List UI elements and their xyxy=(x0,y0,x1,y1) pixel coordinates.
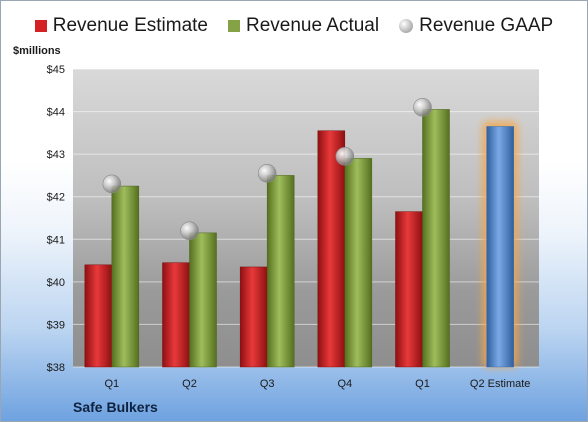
estimate-bar xyxy=(239,266,268,368)
estimate-bar xyxy=(162,262,190,368)
gaap-marker xyxy=(413,98,432,117)
legend-item-estimate: Revenue Estimate xyxy=(34,15,208,37)
y-tick-label: $42 xyxy=(47,192,65,204)
gaap-marker xyxy=(102,174,122,194)
y-tick-label: $44 xyxy=(47,107,65,119)
x-tick-label: Q3 xyxy=(260,378,275,390)
actual-bar xyxy=(422,109,450,368)
y-tick-label: $43 xyxy=(47,149,65,161)
x-tick-label: Q1 xyxy=(104,378,119,390)
gaap-marker xyxy=(257,164,277,183)
actual-bar xyxy=(266,175,295,368)
legend-label-estimate: Revenue Estimate xyxy=(52,15,208,36)
actual-bar xyxy=(111,185,140,368)
actual-bar xyxy=(344,158,373,368)
x-tick-label: Q2 xyxy=(182,378,197,390)
y-tick-label: $38 xyxy=(47,362,65,374)
estimate-bar xyxy=(84,264,113,368)
x-tick-label: Q4 xyxy=(337,378,352,390)
legend-label-gaap: Revenue GAAP xyxy=(419,15,554,36)
x-tick-label: Q2 Estimate xyxy=(470,378,531,390)
actual-bar xyxy=(189,232,217,368)
estimate-bar xyxy=(395,211,423,368)
y-axis-unit-label: $millions xyxy=(13,45,61,57)
x-tick-label: Q1 xyxy=(415,378,430,390)
legend-item-actual: Revenue Actual xyxy=(228,15,379,37)
plot-area xyxy=(73,69,539,367)
y-tick-label: $41 xyxy=(47,234,65,246)
legend-item-gaap: Revenue GAAP xyxy=(399,15,553,37)
projected-estimate-bar xyxy=(486,126,514,368)
y-tick-label: $40 xyxy=(47,277,65,289)
gaap-swatch-icon xyxy=(399,19,414,33)
estimate-swatch-icon xyxy=(34,20,47,32)
actual-swatch-icon xyxy=(228,20,240,32)
legend-label-actual: Revenue Actual xyxy=(246,15,380,36)
company-name: Safe Bulkers xyxy=(73,399,158,415)
estimate-bar xyxy=(317,130,346,368)
y-tick-label: $45 xyxy=(47,64,65,76)
legend: Revenue Estimate Revenue Actual Revenue … xyxy=(1,15,587,37)
gaap-marker xyxy=(180,221,199,241)
gaap-marker xyxy=(335,146,355,166)
y-tick-label: $39 xyxy=(47,319,65,331)
